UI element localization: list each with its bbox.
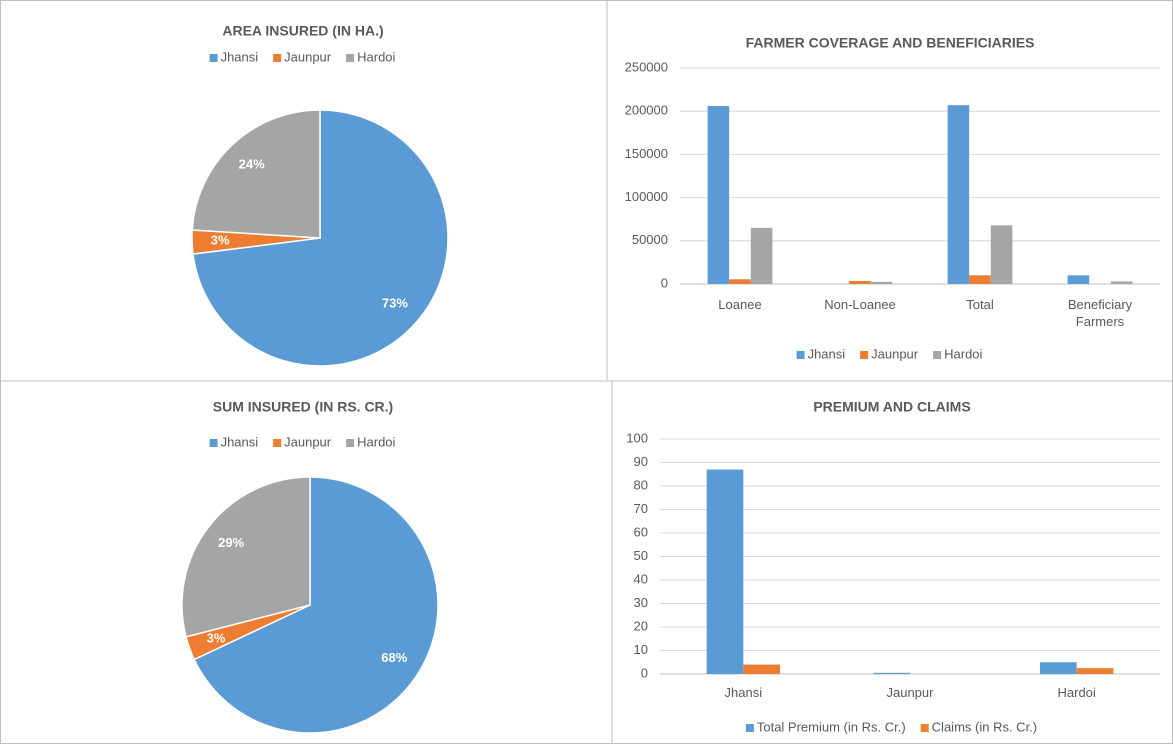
y-tick-label: 50 (634, 548, 648, 563)
legend-swatch (273, 54, 282, 62)
data-label: 73% (382, 295, 408, 310)
bar (873, 672, 910, 674)
bar (870, 281, 893, 284)
x-tick-label-box: Jaunpur (886, 685, 934, 700)
y-tick-label: 40 (634, 571, 648, 586)
y-tick-label: 30 (634, 595, 648, 610)
pie-slice (181, 476, 311, 638)
pie-slice (191, 109, 321, 239)
bar (1067, 275, 1090, 284)
legend-label: Jaunpur (284, 49, 332, 64)
y-tick-label: 150000 (625, 146, 668, 161)
legend-swatch (346, 54, 355, 62)
legend-label: Hardoi (357, 434, 395, 449)
x-tick-label: Total (966, 297, 994, 312)
y-tick-label: 100 (626, 430, 648, 445)
legend-swatch (346, 439, 355, 447)
bar (706, 469, 744, 674)
legend-label: Hardoi (944, 346, 982, 361)
data-label: 68% (381, 650, 407, 665)
legend-label: Total Premium (in Rs. Cr.) (757, 719, 906, 734)
legend-swatch (860, 351, 869, 359)
x-tick-label-box: Hardoi (1057, 685, 1096, 700)
legend-label: Jhansi (221, 434, 259, 449)
bar (969, 275, 991, 284)
pie-slice (193, 476, 439, 734)
x-tick-label-box: Jhansi (724, 685, 763, 700)
chart-title: AREA INSURED (IN HA.) (222, 23, 383, 39)
x-tick-label-box: Total (966, 297, 994, 312)
y-tick-label: 250000 (625, 59, 668, 74)
y-tick-label: 90 (634, 454, 648, 469)
bar (849, 280, 871, 284)
bar (1076, 668, 1114, 674)
data-label: 24% (239, 157, 265, 172)
y-tick-label: 100000 (625, 189, 668, 204)
chart-title: SUM INSURED (IN RS. CR.) (213, 399, 393, 415)
y-tick-label: 10 (634, 642, 648, 657)
bar (750, 227, 773, 284)
legend-label: Hardoi (357, 49, 395, 64)
legend-swatch (745, 724, 754, 732)
x-tick-label-box: Beneficiary Farmers (1067, 297, 1133, 329)
y-tick-label: 50000 (632, 232, 668, 247)
legend-swatch (273, 439, 282, 447)
x-tick-label: Beneficiary Farmers (1067, 297, 1133, 329)
chart-title: FARMER COVERAGE AND BENEFICIARIES (746, 35, 1035, 51)
legend-label: Jhansi (221, 49, 259, 64)
x-tick-label-box: Loanee (718, 297, 762, 312)
legend-label: Jaunpur (871, 346, 919, 361)
legend-swatch (209, 439, 218, 447)
data-label: 3% (207, 630, 226, 645)
y-tick-label: 0 (641, 665, 648, 680)
legend-swatch (796, 351, 805, 359)
y-tick-label: 80 (634, 477, 648, 492)
y-tick-label: 60 (634, 524, 648, 539)
x-tick-label: Jaunpur (886, 685, 934, 700)
bar (1040, 662, 1077, 674)
x-tick-label: Non-Loanee (824, 297, 896, 312)
y-tick-label: 20 (634, 618, 648, 633)
y-tick-label: 200000 (625, 103, 668, 118)
y-tick-label: 0 (661, 275, 668, 290)
legend-swatch (209, 54, 218, 62)
legend-swatch (933, 351, 942, 359)
chart-title: PREMIUM AND CLAIMS (813, 399, 970, 415)
legend-label: Jhansi (808, 346, 846, 361)
bar (947, 105, 970, 284)
y-tick-label: 70 (634, 501, 648, 516)
bar (990, 225, 1013, 284)
x-tick-label: Loanee (718, 297, 762, 312)
legend-label: Claims (in Rs. Cr.) (932, 719, 1037, 734)
legend-label: Jaunpur (284, 434, 332, 449)
bar (1110, 281, 1133, 284)
bar (743, 664, 780, 674)
legend-swatch (920, 724, 929, 732)
data-label: 3% (211, 233, 230, 248)
x-tick-label-box: Non-Loanee (824, 297, 896, 312)
data-label: 29% (218, 535, 244, 550)
x-tick-label: Jhansi (724, 685, 763, 700)
x-tick-label: Hardoi (1057, 685, 1096, 700)
bar (729, 279, 751, 284)
bar (707, 106, 730, 285)
